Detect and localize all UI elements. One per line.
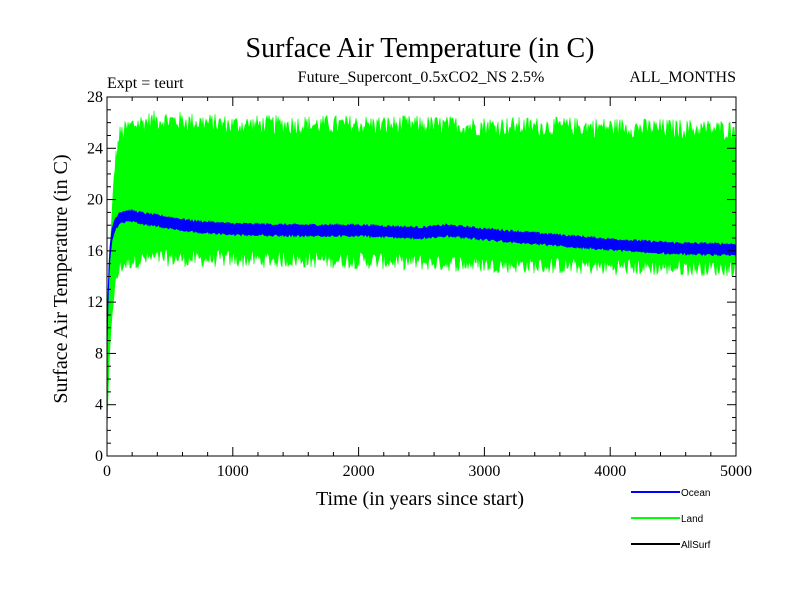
chart-title: Surface Air Temperature (in C) bbox=[246, 33, 595, 64]
y-tick-label: 0 bbox=[95, 448, 103, 465]
y-tick-label: 16 bbox=[87, 243, 103, 260]
y-axis-label: Surface Air Temperature (in C) bbox=[50, 154, 72, 403]
plot-area bbox=[106, 110, 737, 432]
x-tick-label: 3000 bbox=[468, 463, 500, 480]
y-tick-label: 8 bbox=[95, 345, 103, 362]
series-land-band bbox=[106, 110, 737, 432]
chart-right-note: ALL_MONTHS bbox=[629, 69, 736, 86]
legend-label-land: Land bbox=[681, 514, 703, 525]
y-tick-label: 4 bbox=[95, 397, 103, 414]
legend-label-ocean: Ocean bbox=[681, 488, 710, 499]
x-tick-label: 4000 bbox=[594, 463, 626, 480]
chart-subtitle: Future_Supercont_0.5xCO2_NS 2.5% bbox=[298, 69, 545, 86]
chart-left-note: Expt = teurt bbox=[107, 75, 184, 92]
x-axis-label: Time (in years since start) bbox=[316, 488, 524, 510]
legend-label-allsurf: AllSurf bbox=[681, 540, 711, 551]
x-tick-label: 0 bbox=[103, 463, 111, 480]
legend: Ocean Land AllSurf bbox=[631, 488, 711, 551]
y-tick-label: 20 bbox=[87, 192, 103, 209]
x-tick-label: 5000 bbox=[720, 463, 752, 480]
x-tick-label: 2000 bbox=[343, 463, 375, 480]
axes: 0 1000 2000 3000 4000 5000 0 4 8 12 16 20 24 28 bbox=[87, 89, 752, 480]
y-tick-label: 12 bbox=[87, 294, 103, 311]
y-tick-label: 24 bbox=[87, 140, 103, 157]
y-tick-label: 28 bbox=[87, 89, 103, 106]
x-tick-label: 1000 bbox=[217, 463, 249, 480]
